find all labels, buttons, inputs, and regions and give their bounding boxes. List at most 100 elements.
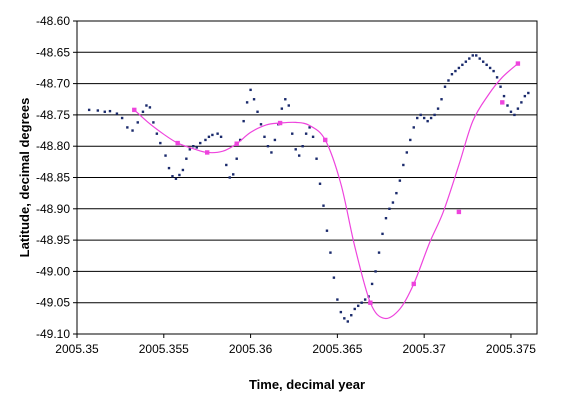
data-point bbox=[322, 204, 325, 207]
data-point bbox=[225, 163, 228, 167]
data-point bbox=[485, 63, 488, 67]
highlight-point bbox=[456, 209, 462, 215]
data-point bbox=[357, 304, 360, 308]
data-point bbox=[207, 135, 211, 139]
data-point bbox=[145, 104, 148, 107]
y-tick-label: -48.85 bbox=[36, 171, 70, 185]
data-point bbox=[308, 126, 311, 129]
data-point bbox=[447, 79, 450, 82]
data-point bbox=[141, 110, 145, 113]
data-point bbox=[315, 157, 318, 160]
data-point bbox=[120, 116, 124, 120]
data-point bbox=[273, 138, 277, 142]
y-tick-label: -48.65 bbox=[36, 45, 70, 59]
data-point bbox=[115, 112, 119, 115]
series-layer bbox=[87, 54, 530, 323]
highlight-point bbox=[132, 107, 137, 113]
x-tick-label: 2005.35 bbox=[55, 342, 99, 356]
data-point bbox=[443, 85, 447, 88]
data-point bbox=[211, 133, 214, 137]
data-point bbox=[346, 320, 349, 323]
highlight-point bbox=[323, 137, 328, 143]
data-point bbox=[464, 60, 468, 63]
data-point bbox=[481, 60, 485, 63]
highlight-point bbox=[411, 281, 416, 287]
data-point bbox=[329, 251, 332, 254]
data-point bbox=[204, 138, 207, 142]
data-point bbox=[398, 179, 402, 182]
data-point bbox=[249, 88, 252, 92]
data-point bbox=[492, 69, 495, 73]
data-point bbox=[131, 129, 134, 132]
data-point bbox=[199, 141, 202, 145]
data-point bbox=[108, 109, 112, 113]
data-point bbox=[167, 166, 171, 170]
data-point bbox=[164, 154, 167, 157]
data-point bbox=[238, 138, 242, 142]
data-point bbox=[468, 57, 471, 60]
data-point bbox=[192, 145, 195, 148]
data-point bbox=[471, 54, 474, 57]
y-tick-label: -49.00 bbox=[36, 264, 70, 278]
data-point bbox=[416, 116, 419, 120]
y-tick-label: -48.90 bbox=[36, 202, 70, 216]
data-point bbox=[384, 216, 388, 220]
y-tick-label: -48.70 bbox=[36, 77, 70, 91]
data-point bbox=[506, 104, 509, 107]
data-point bbox=[270, 151, 273, 154]
x-tick-label: 2005.365 bbox=[312, 342, 362, 356]
data-point bbox=[188, 148, 192, 151]
highlight-point bbox=[175, 140, 180, 146]
data-point bbox=[363, 298, 367, 301]
data-point bbox=[513, 113, 516, 117]
data-point bbox=[436, 107, 440, 110]
data-point bbox=[475, 54, 478, 57]
data-point bbox=[174, 177, 178, 180]
data-point bbox=[332, 276, 336, 279]
data-point bbox=[429, 116, 433, 120]
highlight-point bbox=[277, 120, 283, 126]
data-point bbox=[291, 132, 294, 135]
data-point bbox=[219, 135, 223, 139]
data-point bbox=[216, 132, 219, 135]
y-tick-label: -49.05 bbox=[36, 296, 70, 310]
data-point bbox=[440, 98, 443, 101]
data-point bbox=[259, 123, 263, 126]
data-point bbox=[266, 145, 270, 148]
y-tick-label: -48.75 bbox=[36, 108, 70, 122]
data-point bbox=[461, 63, 464, 67]
highlight-point bbox=[500, 100, 505, 105]
data-point bbox=[181, 168, 185, 172]
data-point bbox=[325, 229, 329, 232]
data-point bbox=[450, 73, 454, 76]
data-point bbox=[419, 113, 422, 117]
data-point bbox=[232, 173, 235, 176]
x-axis-label: Time, decimal year bbox=[249, 377, 365, 392]
x-tick-label: 2005.36 bbox=[229, 342, 273, 356]
data-point bbox=[343, 317, 346, 320]
data-point bbox=[360, 301, 363, 304]
data-point bbox=[502, 94, 506, 98]
data-point bbox=[103, 110, 106, 113]
data-point bbox=[245, 101, 249, 104]
data-point bbox=[242, 119, 245, 123]
data-point bbox=[499, 85, 502, 88]
data-point bbox=[318, 182, 322, 185]
highlight-point bbox=[368, 300, 373, 305]
data-point bbox=[287, 104, 290, 107]
data-point bbox=[495, 76, 499, 79]
data-point bbox=[520, 101, 523, 104]
data-point bbox=[412, 126, 415, 129]
data-point bbox=[136, 121, 139, 124]
data-point bbox=[235, 157, 238, 160]
data-point bbox=[126, 126, 129, 129]
data-point bbox=[523, 94, 527, 98]
data-point bbox=[284, 98, 287, 101]
data-point bbox=[171, 175, 174, 178]
data-point bbox=[395, 191, 398, 195]
data-point bbox=[488, 66, 492, 70]
data-point bbox=[301, 145, 304, 148]
